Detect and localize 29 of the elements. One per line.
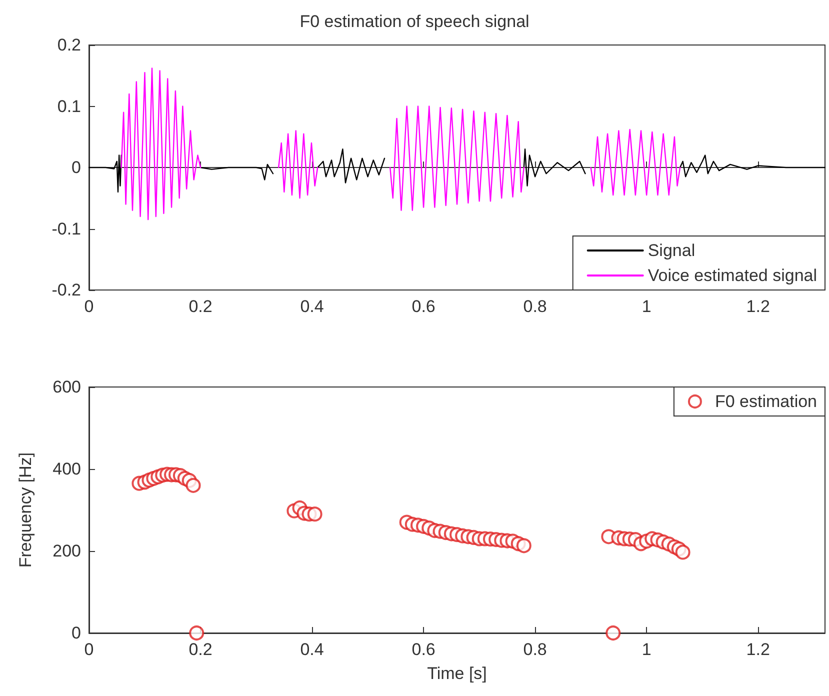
x-tick-label: 1: [642, 297, 652, 316]
x-tick-label: 0.2: [188, 640, 212, 659]
x-tick-label: 0.6: [412, 640, 436, 659]
y-tick-label: 600: [52, 378, 81, 396]
chart-title: F0 estimation of speech signal: [300, 12, 530, 31]
y-tick-label: 400: [52, 460, 81, 478]
x-tick-label: 0.4: [300, 297, 324, 316]
x-tick-label: 0.2: [188, 297, 212, 316]
x-axis-title: Time [s]: [427, 664, 487, 683]
x-tick-label: 0: [84, 297, 94, 316]
y-tick-label: 200: [52, 542, 81, 560]
x-tick-label: 0.6: [412, 297, 436, 316]
y-tick-label: -0.2: [52, 280, 81, 300]
x-tick-label: 0: [84, 640, 94, 659]
x-tick-label: 0.8: [523, 297, 547, 316]
y-tick-label: 0: [72, 158, 81, 177]
x-tick-label: 1.2: [746, 640, 770, 659]
x-tick-label: 1: [642, 640, 652, 659]
x-tick-label: 0.4: [300, 640, 324, 659]
y-tick-label: -0.1: [52, 219, 81, 238]
legend-label: Voice estimated signal: [648, 266, 818, 285]
legend-label: Signal: [648, 241, 696, 260]
x-tick-label: 0.8: [523, 640, 547, 659]
y-tick-label: 0.2: [57, 36, 81, 54]
y-tick-label: 0.1: [57, 96, 81, 116]
x-tick-label: 1.2: [746, 297, 770, 316]
legend-label: F0 estimation: [714, 392, 818, 411]
y-tick-label: 0: [72, 624, 81, 642]
y-axis-title: Frequency [Hz]: [16, 452, 35, 568]
